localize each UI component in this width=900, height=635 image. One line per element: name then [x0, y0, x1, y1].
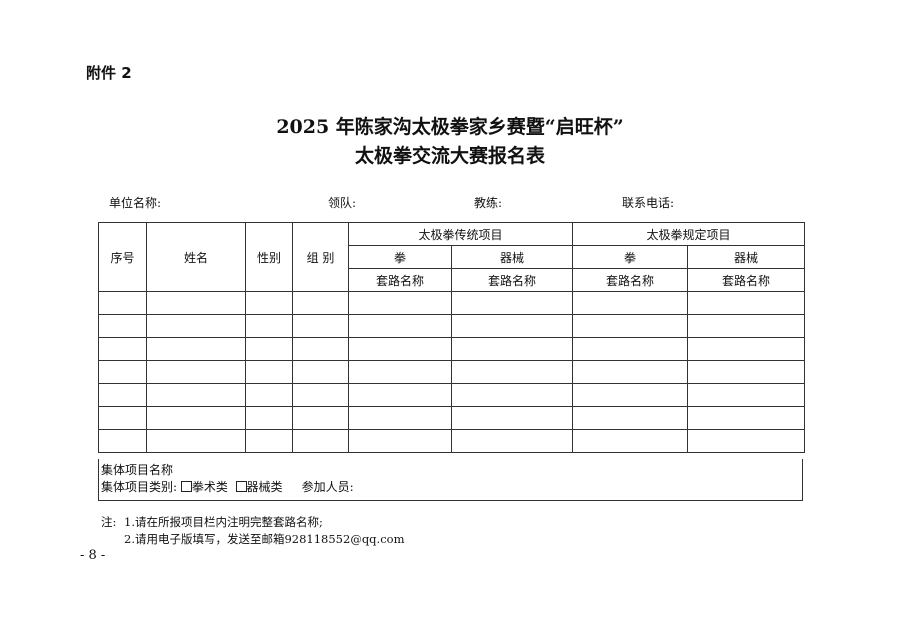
table-row — [98, 291, 805, 315]
table-cell[interactable] — [292, 360, 349, 384]
table-cell[interactable] — [572, 314, 688, 338]
table-cell[interactable] — [687, 360, 805, 384]
attachment-label: 附件 2 — [86, 64, 132, 82]
table-cell[interactable] — [687, 337, 805, 361]
table-cell[interactable] — [146, 383, 246, 407]
table-cell[interactable] — [146, 291, 246, 315]
table-cell[interactable] — [572, 360, 688, 384]
note-2: 2.请用电子版填写，发送至邮箱928118552@qq.com — [124, 532, 405, 546]
table-cell[interactable] — [451, 429, 573, 453]
table-cell[interactable] — [451, 360, 573, 384]
header-routine: 套路名称 — [348, 268, 452, 292]
table-cell[interactable] — [292, 406, 349, 430]
table-cell[interactable] — [687, 429, 805, 453]
table-cell[interactable] — [451, 337, 573, 361]
header-trad-fist: 拳 — [348, 245, 452, 269]
table-cell[interactable] — [451, 406, 573, 430]
table-cell[interactable] — [98, 291, 147, 315]
header-traditional: 太极拳传统项目 — [348, 222, 573, 246]
table-cell[interactable] — [98, 360, 147, 384]
table-cell[interactable] — [687, 291, 805, 315]
header-routine: 套路名称 — [687, 268, 805, 292]
table-row — [98, 429, 805, 453]
table-row — [98, 337, 805, 361]
group-name-label: 集体项目名称 — [101, 463, 174, 477]
title-line-2: 太极拳交流大赛报名表 — [354, 145, 545, 167]
group-category-label: 集体项目类别: — [101, 480, 178, 494]
header-name: 姓名 — [146, 222, 246, 292]
checkbox-fist[interactable] — [180, 481, 192, 492]
table-cell[interactable] — [146, 429, 246, 453]
table-cell[interactable] — [292, 383, 349, 407]
table-cell[interactable] — [98, 337, 147, 361]
option-weapon: 器械类 — [246, 480, 283, 494]
page-number: - 8 - — [80, 548, 106, 563]
table-cell[interactable] — [572, 337, 688, 361]
coach-field: 教练: — [474, 196, 503, 210]
checkbox-weapon[interactable] — [235, 481, 247, 492]
registration-table: 序号 姓名 性别 组 别 太极拳传统项目 太极拳规定项目 拳 器械 拳 器械 套… — [98, 222, 805, 453]
table-cell[interactable] — [245, 314, 293, 338]
table-row — [98, 314, 805, 338]
table-cell[interactable] — [687, 314, 805, 338]
header-standard: 太极拳规定项目 — [572, 222, 805, 246]
table-cell[interactable] — [98, 314, 147, 338]
table-cell[interactable] — [146, 314, 246, 338]
table-cell[interactable] — [572, 291, 688, 315]
header-gender: 性别 — [245, 222, 293, 292]
table-cell[interactable] — [348, 383, 452, 407]
participants-label: 参加人员: — [301, 480, 354, 494]
table-cell[interactable] — [451, 314, 573, 338]
table-cell[interactable] — [98, 406, 147, 430]
table-cell[interactable] — [245, 406, 293, 430]
table-cell[interactable] — [572, 406, 688, 430]
table-cell[interactable] — [146, 337, 246, 361]
header-seq: 序号 — [98, 222, 147, 292]
note-1: 1.请在所报项目栏内注明完整套路名称; — [124, 515, 323, 529]
unit-field: 单位名称: — [109, 196, 162, 210]
table-cell[interactable] — [98, 383, 147, 407]
table-cell[interactable] — [245, 360, 293, 384]
table-cell[interactable] — [348, 406, 452, 430]
leader-field: 领队: — [328, 196, 357, 210]
table-cell[interactable] — [348, 314, 452, 338]
table-cell[interactable] — [348, 337, 452, 361]
table-cell[interactable] — [245, 291, 293, 315]
header-routine: 套路名称 — [451, 268, 573, 292]
group-section: 集体项目名称 集体项目类别: 拳术类 器械类 参加人员: — [98, 459, 803, 501]
table-cell[interactable] — [292, 314, 349, 338]
phone-field: 联系电话: — [622, 196, 675, 210]
table-cell[interactable] — [348, 429, 452, 453]
table-cell[interactable] — [572, 383, 688, 407]
title-line-1: 2025 年陈家沟太极拳家乡赛暨“启旺杯” — [276, 116, 624, 138]
table-row — [98, 383, 805, 407]
table-cell[interactable] — [146, 360, 246, 384]
table-cell[interactable] — [98, 429, 147, 453]
header-routine: 套路名称 — [572, 268, 688, 292]
table-cell[interactable] — [348, 360, 452, 384]
table-cell[interactable] — [451, 383, 573, 407]
header-std-weapon: 器械 — [687, 245, 805, 269]
table-cell[interactable] — [348, 291, 452, 315]
table-cell[interactable] — [245, 383, 293, 407]
table-cell[interactable] — [292, 337, 349, 361]
table-cell[interactable] — [687, 383, 805, 407]
table-cell[interactable] — [245, 337, 293, 361]
table-cell[interactable] — [292, 291, 349, 315]
table-row — [98, 406, 805, 430]
table-cell[interactable] — [292, 429, 349, 453]
option-fist: 拳术类 — [191, 480, 228, 494]
table-cell[interactable] — [572, 429, 688, 453]
header-std-fist: 拳 — [572, 245, 688, 269]
header-group: 组 别 — [292, 222, 349, 292]
table-cell[interactable] — [687, 406, 805, 430]
notes-prefix: 注: — [101, 515, 117, 529]
table-row — [98, 360, 805, 384]
table-cell[interactable] — [146, 406, 246, 430]
table-cell[interactable] — [245, 429, 293, 453]
header-trad-weapon: 器械 — [451, 245, 573, 269]
table-cell[interactable] — [451, 291, 573, 315]
